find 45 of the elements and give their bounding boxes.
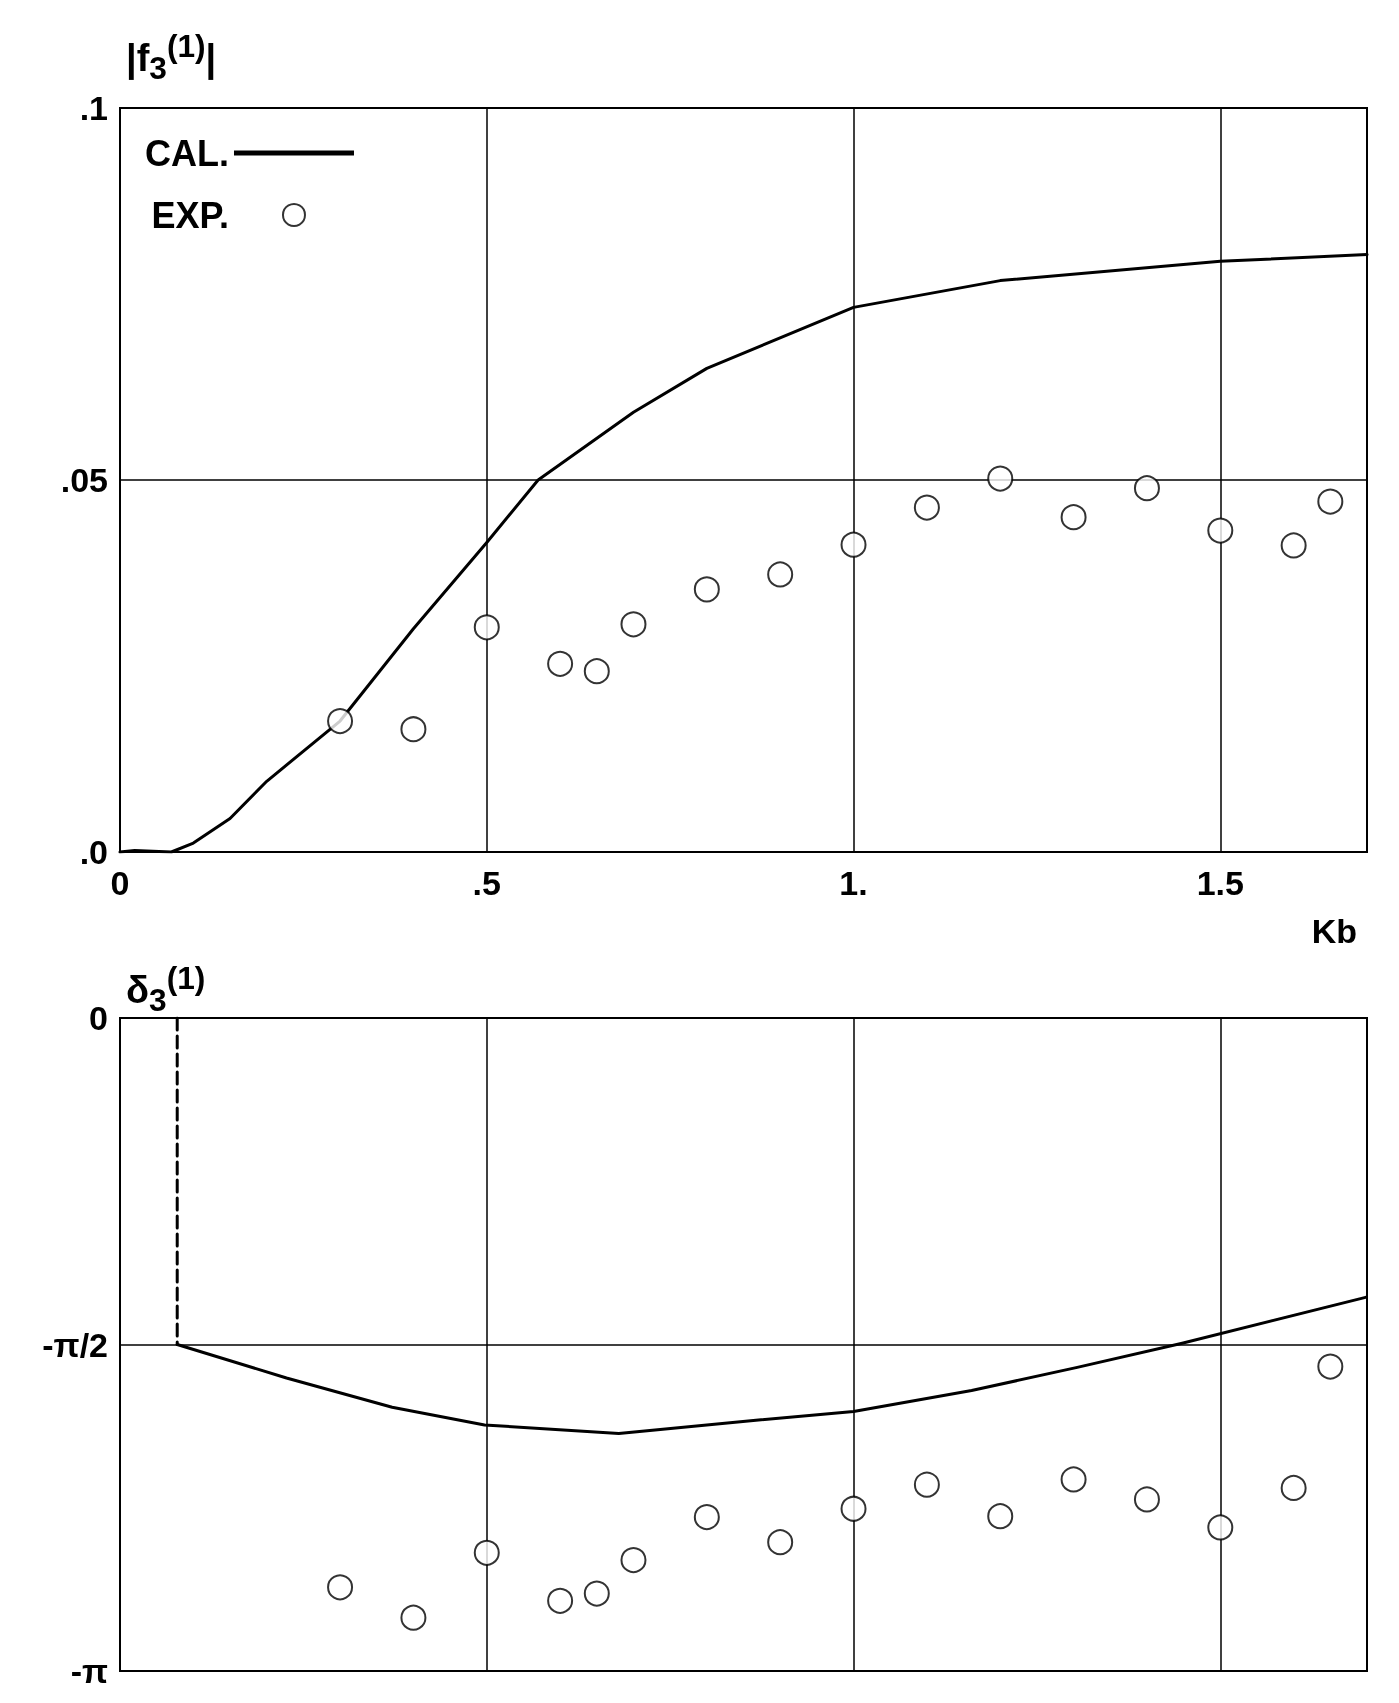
y-tick-label: .1: [79, 89, 108, 127]
point: [547, 650, 574, 677]
point: [547, 1587, 574, 1614]
point: [473, 614, 500, 641]
point: [693, 576, 720, 603]
point: [620, 611, 647, 638]
point: [840, 531, 867, 558]
x-tick-label: .5: [472, 864, 501, 902]
point: [327, 1574, 354, 1601]
point: [987, 1503, 1014, 1530]
point: [913, 494, 940, 521]
point: [583, 658, 610, 685]
point: [1207, 517, 1234, 544]
point: [1133, 1486, 1160, 1513]
point: [1317, 1353, 1344, 1380]
point: [1317, 488, 1344, 515]
y-axis-title: |f$_{3}$$^{(1)}$|: [126, 27, 217, 89]
x-tick-label: 1.: [839, 864, 868, 902]
legend-label: CAL.: [144, 132, 229, 174]
y-tick-label: .05: [60, 461, 108, 499]
point: [620, 1547, 647, 1574]
x-tick-label: 1.5: [1196, 864, 1244, 902]
point: [767, 561, 794, 588]
point: [767, 1529, 794, 1556]
point: [1280, 1474, 1307, 1501]
y-tick-label: .0: [79, 833, 108, 871]
point: [987, 465, 1014, 492]
y-tick-label: -π/2: [42, 1325, 108, 1364]
y-tick-label: 0: [89, 999, 108, 1037]
point: [473, 1539, 500, 1566]
x-axis-title: Kb: [1311, 912, 1357, 950]
point: [1133, 475, 1160, 502]
point: [1060, 504, 1087, 531]
point: [1207, 1514, 1234, 1541]
point: [693, 1504, 720, 1531]
point: [1060, 1466, 1087, 1493]
point: [1280, 532, 1307, 559]
point: [583, 1580, 610, 1607]
point: [840, 1495, 867, 1522]
y-tick-label: -π: [70, 1652, 108, 1690]
legend-label: EXP.: [151, 194, 229, 236]
point: [400, 1604, 427, 1631]
point: [400, 716, 427, 743]
point: [913, 1471, 940, 1498]
point: [327, 708, 354, 735]
